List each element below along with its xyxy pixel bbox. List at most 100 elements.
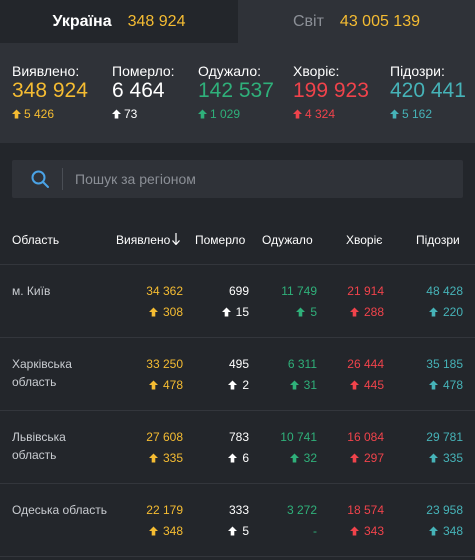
row-suspected-delta-value: 335 <box>442 451 463 465</box>
header-died[interactable]: Померло <box>195 233 246 247</box>
arrow-up-icon <box>148 380 158 390</box>
row-suspected-delta: 220 <box>428 305 463 319</box>
row-sick-delta: 343 <box>349 524 384 538</box>
header-detected-label: Виявлено <box>116 233 171 247</box>
stat-detected-delta: 5 426 <box>12 107 54 121</box>
row-region: Одеська область <box>12 503 107 517</box>
tab-world-label: Світ <box>292 12 324 30</box>
stat-detected-value: 348 924 <box>12 79 88 102</box>
region-tabs: Україна 348 924 Світ 43 005 139 <box>0 0 475 43</box>
stat-suspected-label: Підозри: <box>390 63 445 79</box>
row-died-delta: 15 <box>221 305 249 319</box>
stat-died-value: 6 464 <box>112 79 165 102</box>
row-sick: 18 574 <box>347 503 384 517</box>
row-recovered: 10 741 <box>280 430 317 444</box>
row-recovered-delta: - <box>313 524 317 538</box>
table-row[interactable]: Харківська область 33 250 478 495 2 6 311 31 26… <box>0 338 475 411</box>
stat-suspected-delta: 5 162 <box>390 107 432 121</box>
row-died-delta-value: 5 <box>242 524 249 538</box>
row-recovered-delta-value: 5 <box>310 305 317 319</box>
arrow-up-icon <box>228 526 238 536</box>
arrow-up-icon <box>296 307 306 317</box>
stat-recovered-label: Одужало: <box>198 63 262 79</box>
arrow-up-icon <box>293 109 302 119</box>
row-detected-delta: 308 <box>148 305 183 319</box>
row-recovered-delta-value: 32 <box>303 451 317 465</box>
arrow-up-icon <box>349 380 359 390</box>
row-died-delta: 5 <box>228 524 249 538</box>
row-detected-delta: 335 <box>148 451 183 465</box>
row-detected-delta-value: 335 <box>162 451 183 465</box>
table-row[interactable]: Львівська область 27 608 335 783 6 10 741 32 16… <box>0 411 475 484</box>
row-recovered: 11 749 <box>281 284 317 298</box>
row-sick-delta: 445 <box>349 378 384 392</box>
arrow-up-icon <box>349 307 359 317</box>
stat-suspected-delta-value: 5 162 <box>402 107 433 121</box>
row-died: 699 <box>228 284 249 298</box>
search-icon[interactable] <box>30 169 50 189</box>
search-divider <box>62 168 63 190</box>
header-suspected[interactable]: Підозри <box>416 233 460 247</box>
stat-recovered-delta: 1 029 <box>198 107 240 121</box>
stat-recovered-value: 142 537 <box>198 79 274 102</box>
row-sick: 16 084 <box>347 430 384 444</box>
row-recovered-delta-value: 31 <box>303 378 317 392</box>
stat-sick-value: 199 923 <box>293 79 369 102</box>
arrow-up-icon <box>228 380 238 390</box>
header-region[interactable]: Область <box>12 233 60 247</box>
row-sick-delta-value: 288 <box>363 305 384 319</box>
row-suspected-delta: 348 <box>428 524 463 538</box>
row-suspected-delta-value: 348 <box>442 524 463 538</box>
region-search[interactable] <box>12 160 463 198</box>
stat-died-label: Померло: <box>112 63 175 79</box>
tab-world[interactable]: Світ 43 005 139 <box>238 0 475 43</box>
row-recovered-delta-value: - <box>313 524 317 538</box>
row-detected-delta: 478 <box>148 378 183 392</box>
row-detected: 27 608 <box>146 430 183 444</box>
arrow-up-icon <box>12 109 21 119</box>
row-recovered: 6 311 <box>287 357 317 371</box>
row-recovered-delta: 32 <box>289 451 317 465</box>
row-died-delta: 6 <box>228 451 249 465</box>
tab-ukraine-count: 348 924 <box>127 12 186 30</box>
arrow-up-icon <box>428 307 438 317</box>
search-input[interactable] <box>75 171 435 187</box>
header-sick[interactable]: Хворіє <box>346 233 383 247</box>
stat-suspected-value: 420 441 <box>390 79 466 102</box>
arrow-up-icon <box>221 307 231 317</box>
stat-sick-delta-value: 4 324 <box>305 107 336 121</box>
row-sick: 26 444 <box>347 357 384 371</box>
arrow-up-icon <box>428 526 438 536</box>
arrow-up-icon <box>228 453 238 463</box>
arrow-up-icon <box>428 453 438 463</box>
row-sick-delta-value: 297 <box>363 451 384 465</box>
row-detected: 22 179 <box>146 503 183 517</box>
row-died: 333 <box>228 503 249 517</box>
row-detected-delta-value: 308 <box>162 305 183 319</box>
table-row[interactable]: м. Київ 34 362 308 699 15 11 749 5 21 914 288 48 … <box>0 265 475 338</box>
row-detected-delta-value: 478 <box>162 378 183 392</box>
header-recovered[interactable]: Одужало <box>262 233 313 247</box>
table-header: Область Виявлено Померло Одужало Хворіє … <box>0 215 475 265</box>
stat-recovered-delta-value: 1 029 <box>210 107 241 121</box>
arrow-up-icon <box>112 109 121 119</box>
row-died: 783 <box>228 430 249 444</box>
row-region: Харківська область <box>12 357 72 389</box>
row-suspected: 48 428 <box>426 284 463 298</box>
row-sick-delta-value: 445 <box>363 378 384 392</box>
tab-ukraine[interactable]: Україна 348 924 <box>0 0 238 43</box>
row-died-delta-value: 15 <box>235 305 249 319</box>
row-died-delta: 2 <box>228 378 249 392</box>
stat-sick-delta: 4 324 <box>293 107 335 121</box>
header-detected[interactable]: Виявлено <box>116 233 181 247</box>
stat-died-delta: 73 <box>112 107 137 121</box>
stat-died-delta-value: 73 <box>124 107 138 121</box>
arrow-up-icon <box>289 380 299 390</box>
table-row[interactable]: Одеська область 22 179 348 333 5 3 272 - 18 574… <box>0 484 475 557</box>
arrow-up-icon <box>390 109 399 119</box>
summary-stats: Виявлено: 348 924 5 426 Померло: 6 464 7… <box>0 43 475 143</box>
row-suspected-delta: 335 <box>428 451 463 465</box>
row-recovered-delta: 31 <box>289 378 317 392</box>
arrow-up-icon <box>289 453 299 463</box>
row-sick-delta: 288 <box>349 305 384 319</box>
